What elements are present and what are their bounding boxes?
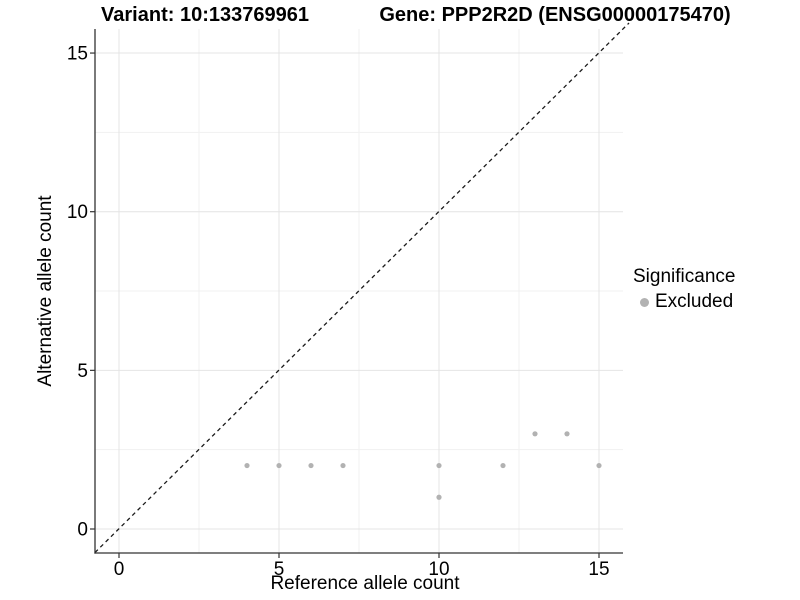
data-point (340, 462, 346, 469)
y-tick-label: 10 (67, 202, 88, 223)
plot-title-gene: Gene: PPP2R2D (ENSG00000175470) (379, 4, 731, 26)
y-axis-title: Alternative allele count (35, 195, 56, 387)
data-point (436, 494, 442, 500)
x-axis-title: Reference allele count (270, 573, 460, 594)
data-point (500, 462, 506, 469)
data-point (532, 431, 538, 437)
data-point (596, 462, 602, 469)
data-point (276, 462, 282, 469)
y-tick-label: 15 (67, 44, 88, 65)
legend: Significance Excluded (633, 266, 735, 313)
y-tick-label: 0 (77, 520, 88, 541)
plot-title-variant: Variant: 10:133769961 (101, 4, 309, 26)
data-point (308, 462, 314, 469)
data-point (564, 431, 570, 437)
excluded-point-icon (640, 297, 649, 307)
data-point (436, 462, 442, 469)
legend-item-excluded: Excluded (633, 291, 735, 313)
x-tick-label: 10 (428, 559, 449, 580)
x-tick-label: 0 (114, 559, 125, 580)
legend-item-label: Excluded (655, 291, 734, 312)
identity-line (94, 22, 630, 553)
data-point (244, 462, 250, 469)
x-tick-label: 15 (588, 559, 609, 580)
y-tick-label: 5 (77, 361, 88, 382)
legend-title: Significance (633, 266, 736, 287)
x-tick-label: 5 (274, 559, 285, 580)
